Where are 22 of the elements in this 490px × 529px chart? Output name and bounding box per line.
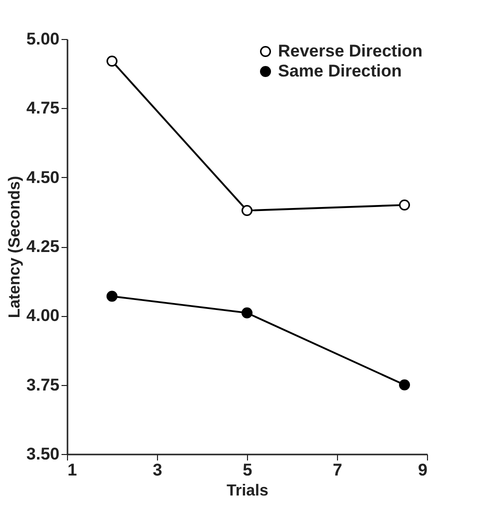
x-tick-label: 9 — [418, 460, 428, 480]
y-tick-label: 4.50 — [26, 168, 60, 187]
point — [242, 205, 252, 216]
legend-label: Reverse Direction — [278, 42, 423, 60]
point — [399, 200, 410, 210]
x-tick-label: 7 — [332, 460, 342, 480]
point — [242, 307, 252, 318]
point — [106, 56, 118, 67]
y-tick-label: 3.50 — [26, 444, 60, 464]
point — [399, 379, 410, 390]
y-tick-label: 3.75 — [26, 375, 60, 394]
y-tick-label: 4.75 — [26, 98, 60, 118]
x-tick-label: 3 — [152, 460, 162, 480]
y-tick-label: 4.25 — [26, 237, 60, 256]
legend-label: Same Direction — [278, 62, 402, 80]
x-axis-title: Trials — [226, 482, 268, 500]
y-axis-title: Latency (Seconds) — [6, 176, 24, 318]
y-tick-label: 4.00 — [26, 306, 60, 326]
x-tick-label: 5 — [242, 460, 252, 480]
y-tick-label: 5.00 — [26, 30, 60, 48]
point — [106, 290, 118, 302]
x-tick-label: 1 — [68, 460, 77, 480]
